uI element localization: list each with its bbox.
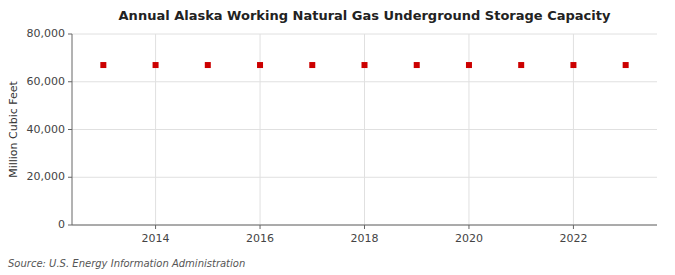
point — [205, 62, 211, 68]
point — [466, 62, 472, 68]
x-tick-label: 2014 — [142, 232, 170, 245]
x-tick — [155, 225, 156, 229]
y-tick-label: 80,000 — [27, 27, 66, 40]
x-tick-label: 2016 — [246, 232, 274, 245]
y-tick-label: 0 — [58, 218, 65, 231]
point — [518, 62, 524, 68]
point — [362, 62, 368, 68]
x-tick — [364, 225, 365, 229]
y-tick — [68, 129, 72, 130]
y-tick — [68, 177, 72, 178]
chart-container: 0 20,000 40,000 60,000 80,000 2014 2016 2018 202… — [0, 0, 675, 275]
y-axis: 0 20,000 40,000 60,000 80,000 — [27, 27, 73, 231]
point — [153, 62, 159, 68]
point — [309, 62, 315, 68]
x-tick — [260, 225, 261, 229]
y-tick — [68, 225, 72, 226]
x-axis: 2014 2016 2018 2020 2022 — [142, 225, 588, 245]
y-tick-label: 60,000 — [27, 75, 66, 88]
point — [414, 62, 420, 68]
x-tick-label: 2020 — [455, 232, 483, 245]
chart-title: Annual Alaska Working Natural Gas Underg… — [119, 8, 611, 23]
point — [570, 62, 576, 68]
point — [257, 62, 263, 68]
y-axis-label: Million Cubic Feet — [7, 80, 20, 177]
y-tick-label: 20,000 — [27, 170, 66, 183]
y-tick — [68, 34, 72, 35]
point — [100, 62, 106, 68]
grid — [72, 34, 657, 225]
x-tick — [468, 225, 469, 229]
point — [623, 62, 629, 68]
y-tick-label: 40,000 — [27, 123, 66, 136]
x-tick-label: 2022 — [559, 232, 587, 245]
chart-svg: 0 20,000 40,000 60,000 80,000 2014 2016 2018 202… — [0, 0, 675, 275]
x-tick-label: 2018 — [351, 232, 379, 245]
points — [100, 62, 628, 68]
y-tick — [68, 81, 72, 82]
x-tick — [573, 225, 574, 229]
source-note: Source: U.S. Energy Information Administ… — [8, 258, 245, 269]
